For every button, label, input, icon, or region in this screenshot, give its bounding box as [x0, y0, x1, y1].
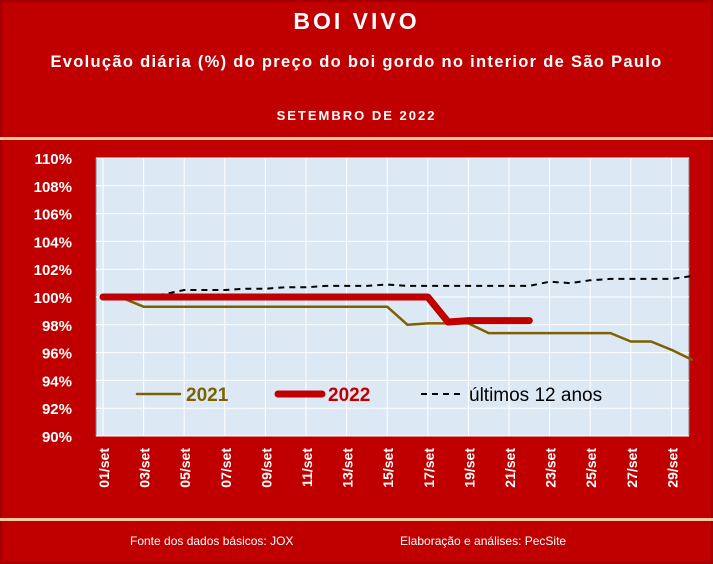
y-tick-label: 92% — [42, 401, 72, 418]
decorative-band-top — [0, 137, 713, 140]
y-tick-label: 100% — [34, 290, 72, 307]
y-tick-label: 104% — [34, 234, 72, 251]
x-tick-label: 23/set — [543, 448, 559, 488]
data-source-note: Fonte dos dados básicos: JOX — [130, 534, 294, 548]
series-line-1 — [99, 293, 533, 326]
x-tick-label: 09/set — [258, 448, 274, 488]
x-tick-label: 19/set — [461, 448, 477, 488]
author-note: Elaboração e análises: PecSite — [400, 534, 567, 548]
y-tick-label: 96% — [42, 346, 72, 363]
chart-title: BOI VIVO — [293, 8, 420, 34]
y-axis-ticks: 110% 108% 106% 104% 102% 100% 98% 96% 94% 92% 90% — [34, 151, 72, 446]
chart-subtitle: Evolução diária (%) do preço do boi gord… — [50, 53, 663, 71]
y-tick-label: 98% — [42, 318, 72, 335]
decorative-band-bottom — [0, 518, 713, 521]
series-lines — [99, 275, 693, 361]
x-tick-label: 05/set — [177, 448, 193, 488]
legend: 2021 2022 últimos 12 anos — [135, 385, 602, 406]
x-tick-label: 25/set — [583, 448, 599, 488]
gridlines — [96, 157, 689, 437]
x-tick-label: 13/set — [340, 448, 356, 488]
x-tick-label: 03/set — [137, 448, 153, 488]
x-tick-label: 15/set — [380, 448, 396, 488]
y-tick-label: 108% — [34, 179, 72, 196]
x-tick-label: 21/set — [502, 448, 518, 488]
y-tick-label: 94% — [42, 373, 72, 390]
y-tick-label: 90% — [42, 429, 72, 446]
x-tick-label: 29/set — [664, 448, 680, 488]
x-tick-label: 01/set — [96, 448, 112, 488]
chart-period: SETEMBRO DE 2022 — [276, 108, 437, 123]
x-tick-label: 07/set — [218, 448, 234, 488]
y-tick-label: 110% — [34, 151, 72, 168]
x-tick-label: 11/set — [299, 448, 315, 487]
legend-label-1: 2022 — [328, 385, 370, 406]
legend-label-0: 2021 — [186, 385, 229, 406]
y-tick-label: 102% — [34, 262, 72, 279]
x-tick-label: 27/set — [624, 448, 640, 488]
legend-label-2: últimos 12 anos — [469, 385, 602, 406]
x-tick-label: 17/set — [421, 448, 437, 488]
y-tick-label: 106% — [34, 207, 72, 224]
x-axis-ticks: 01/set 03/set 05/set 07/set 09/set 11/set 13/s… — [96, 448, 680, 488]
series-line-0 — [101, 295, 693, 361]
